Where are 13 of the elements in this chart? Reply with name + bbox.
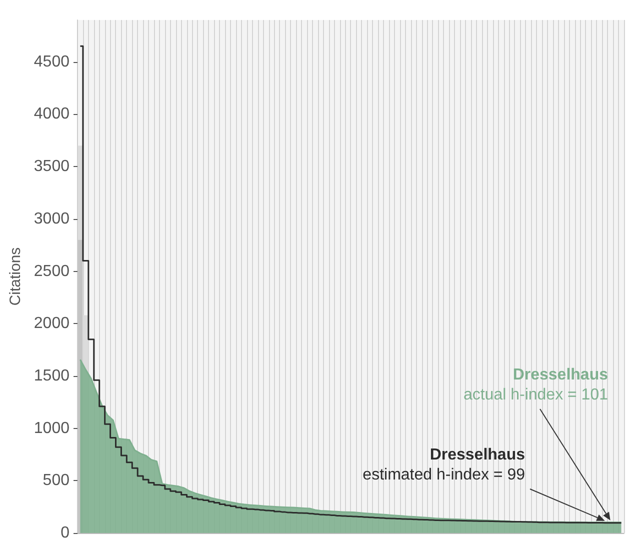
y-tick-label: 2500: [34, 262, 70, 280]
y-tick-label: 1500: [34, 367, 70, 384]
y-tick-label: 4500: [34, 53, 70, 70]
y-tick-label: 3500: [34, 158, 70, 176]
y-tick-label: 4000: [34, 106, 70, 123]
y-tick-label: 0: [60, 524, 70, 542]
y-tick-label: 500: [42, 472, 70, 490]
annotation: Dresselhaus actual h-index = 101: [463, 366, 608, 404]
y-tick-label: 2000: [34, 315, 70, 332]
y-tick-label: 1000: [34, 420, 70, 437]
y-axis-title: Citations: [7, 247, 24, 306]
annotation: Dresselhaus estimated h-index = 99: [362, 446, 526, 484]
y-tick-label: 3000: [34, 210, 70, 228]
